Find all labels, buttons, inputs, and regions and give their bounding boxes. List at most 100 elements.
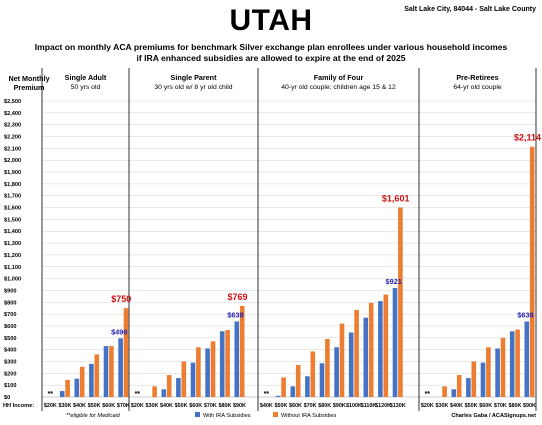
x-tick-label: $40K: [450, 403, 463, 409]
x-tick-label: $130K: [390, 403, 406, 409]
bar-with-ira: [190, 362, 196, 397]
y-tick-label: $1,400: [4, 229, 21, 235]
location-label: Salt Lake City, 84044 - Salt Lake County: [404, 6, 536, 13]
x-tick-label: $60K: [102, 403, 115, 409]
group-subheading: 40-yr old couple; children age 15 & 12: [281, 84, 396, 91]
subtitle-line-1: Impact on monthly ACA premiums for bench…: [34, 42, 508, 52]
bar-without-ira: [181, 361, 187, 397]
bar-with-ira: [480, 362, 486, 397]
medicaid-marker: **: [264, 391, 270, 398]
hh-income-label: HH Income:: [3, 403, 34, 409]
y-tick-label: $900: [4, 288, 16, 294]
bar-with-ira: [495, 348, 500, 397]
y-tick-label: $1,000: [4, 277, 21, 283]
bar-with-ira: [118, 338, 123, 397]
data-label-with-ira: $638: [227, 310, 243, 319]
bar-with-ira: [509, 331, 515, 397]
chart-title: UTAH: [229, 4, 313, 37]
y-tick-label: $300: [4, 359, 16, 365]
bar-without-ira: [515, 329, 520, 397]
legend-label-without-ira: Without IRA Subsidies: [281, 413, 337, 419]
x-tick-label: $50K: [88, 403, 101, 409]
bar-without-ira: [310, 351, 316, 397]
bar-without-ira: [368, 302, 374, 397]
x-tick-label: $80K: [318, 403, 331, 409]
legend-swatch-without-ira: [273, 412, 278, 417]
bar-without-ira: [456, 375, 462, 397]
x-tick-label: $40K: [160, 403, 173, 409]
x-tick-label: $20K: [131, 403, 144, 409]
y-tick-label: $1,200: [4, 253, 21, 259]
y-tick-label: $1,900: [4, 170, 21, 176]
x-tick-label: $40K: [73, 403, 86, 409]
x-tick-label: $110K: [361, 403, 377, 409]
x-tick-label: $60K: [189, 403, 202, 409]
y-axis-title-line-2: Premium: [13, 83, 45, 92]
x-tick-label: $30K: [145, 403, 158, 409]
x-tick-label: $60K: [289, 403, 302, 409]
group-subheading: 50 yrs old: [71, 84, 101, 91]
bar-without-ira: [325, 338, 330, 397]
y-axis-title-line-1: Net Monthly: [8, 74, 50, 83]
bar-with-ira: [290, 386, 296, 397]
bar-with-ira: [275, 395, 281, 397]
legend-label-with-ira: With IRA Subsidies: [203, 413, 251, 419]
y-tick-label: $1,300: [4, 241, 21, 247]
bar-without-ira: [354, 309, 359, 397]
x-tick-label: $90K: [333, 403, 346, 409]
bar-without-ira: [239, 305, 245, 397]
bar-without-ira: [281, 377, 286, 397]
y-tick-label: $1,600: [4, 206, 21, 212]
y-tick-label: $2,100: [4, 146, 21, 152]
medicaid-marker: **: [135, 391, 141, 398]
y-tick-label: $2,500: [4, 99, 21, 105]
x-tick-label: $120K: [375, 403, 391, 409]
x-tick-label: $70K: [204, 403, 217, 409]
bar-without-ira: [210, 341, 216, 397]
bar-without-ira: [152, 386, 157, 397]
y-tick-label: $400: [4, 348, 16, 354]
bar-with-ira: [205, 348, 210, 397]
y-tick-label: $2,000: [4, 158, 21, 164]
group-heading: Single Adult: [65, 73, 107, 82]
bar-with-ira: [59, 391, 65, 397]
bar-with-ira: [378, 301, 383, 397]
x-tick-label: $100K: [346, 403, 362, 409]
bar-without-ira: [529, 146, 535, 397]
bar-with-ira: [466, 378, 471, 397]
credit-label: Charles Gaba / ACASignups.net: [451, 413, 536, 419]
bar-without-ira: [109, 346, 114, 397]
data-label-without-ira: $769: [227, 292, 247, 302]
bar-without-ira: [79, 366, 85, 397]
bar-with-ira: [392, 287, 398, 397]
y-tick-label: $200: [4, 371, 16, 377]
bar-without-ira: [500, 337, 506, 397]
x-tick-label: $80K: [508, 403, 521, 409]
bar-with-ira: [103, 346, 109, 397]
x-tick-label: $20K: [44, 403, 57, 409]
data-label-without-ira: $750: [111, 294, 131, 304]
bar-without-ira: [398, 207, 403, 397]
y-tick-label: $600: [4, 324, 16, 330]
bar-with-ira: [74, 378, 80, 397]
y-tick-label: $2,400: [4, 111, 21, 117]
x-tick-label: $90K: [233, 403, 246, 409]
bar-without-ira: [339, 323, 345, 397]
bar-without-ira: [123, 308, 129, 397]
group-heading: Pre-Retirees: [456, 73, 498, 82]
data-label-with-ira: $921: [385, 277, 401, 286]
y-tick-label: $2,200: [4, 135, 21, 141]
legend-swatch-with-ira: [195, 412, 200, 417]
y-tick-label: $500: [4, 336, 16, 342]
subtitle-line-2: if IRA enhanced subsidies are allowed to…: [136, 53, 406, 63]
group-subheading: 30 yrs old w/ 8 yr old child: [154, 84, 232, 91]
bar-with-ira: [89, 363, 94, 397]
bar-with-ira: [334, 347, 339, 397]
medicaid-marker: **: [425, 391, 431, 398]
x-tick-label: $30K: [435, 403, 448, 409]
bar-with-ira: [161, 389, 167, 397]
group-heading: Family of Four: [314, 73, 364, 82]
bar-with-ira: [305, 376, 310, 397]
y-tick-label: $0: [4, 395, 10, 401]
